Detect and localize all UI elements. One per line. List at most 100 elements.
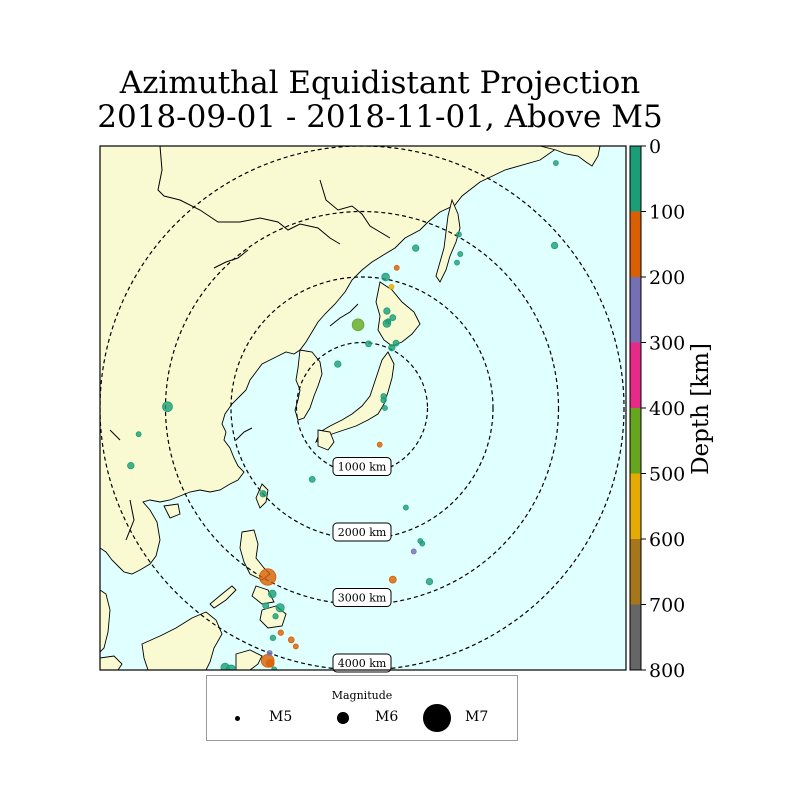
- landmasses: [100, 146, 601, 670]
- depth-colorbar: 0 100 200 300 400 500 600 700 800: [629, 136, 685, 682]
- range-ring-label: 4000 km: [338, 657, 387, 670]
- earthquake-markers: [127, 160, 559, 670]
- earthquake-marker: [457, 251, 464, 257]
- legend-label: M5: [269, 709, 293, 725]
- range-ring-label: 2000 km: [338, 526, 387, 539]
- earthquake-marker: [552, 160, 559, 166]
- earthquake-marker: [380, 397, 387, 404]
- earthquake-marker: [287, 636, 295, 644]
- land-sakhalin: [435, 198, 461, 283]
- colorbar-segment: [630, 211, 641, 278]
- earthquake-marker: [269, 634, 277, 642]
- land-hainan: [163, 503, 181, 519]
- title-line-1: Azimuthal Equidistant Projection: [119, 65, 641, 101]
- land-borneo: [141, 611, 223, 670]
- earthquake-marker: [292, 643, 299, 650]
- earthquake-marker: [334, 360, 342, 368]
- earthquake-marker: [383, 307, 391, 315]
- earthquake-marker: [127, 462, 135, 470]
- land-sulawesi: [235, 649, 263, 670]
- colorbar-segment: [630, 408, 641, 474]
- earthquake-marker: [220, 662, 230, 670]
- colorbar-tick-label: 800: [649, 660, 685, 682]
- range-ring: [295, 341, 429, 475]
- earthquake-marker: [410, 548, 417, 555]
- earthquake-marker: [385, 318, 392, 325]
- land-kyushu: [317, 429, 335, 451]
- colorbar-segment: [630, 277, 641, 343]
- earthquake-marker: [550, 241, 559, 250]
- legend-marker: [234, 715, 240, 721]
- land-kamchatka: [539, 146, 601, 167]
- range-ring-labels: 1000 km 2000 km 3000 km 4000 km: [332, 457, 392, 673]
- earthquake-marker: [389, 314, 397, 321]
- colorbar-label: Depth [km]: [688, 343, 714, 475]
- earthquake-marker: [275, 603, 285, 613]
- colorbar-tick-label: 700: [649, 595, 685, 617]
- range-ring-label-box: [332, 522, 392, 542]
- earthquake-marker: [262, 602, 270, 610]
- earthquake-marker: [162, 401, 173, 413]
- land-visayas: [251, 585, 275, 605]
- earthquake-marker: [393, 264, 400, 271]
- legend-title: Magnitude: [331, 689, 393, 702]
- colorbar-tick-label: 0: [649, 136, 661, 158]
- legend-marker: [337, 712, 349, 724]
- earthquake-marker: [388, 575, 397, 584]
- land-korea: [294, 349, 323, 421]
- land-palawan: [209, 585, 237, 609]
- range-ring-label-box: [332, 653, 392, 673]
- earthquake-marker: [425, 577, 434, 586]
- colorbar-tick-label: 400: [649, 398, 685, 420]
- earthquake-marker: [271, 666, 278, 670]
- earthquake-marker: [272, 613, 279, 620]
- earthquake-marker: [268, 589, 277, 599]
- range-ring-label-box: [332, 457, 392, 476]
- legend-marker: [423, 704, 451, 732]
- earthquake-marker: [266, 659, 275, 668]
- legend-label: M7: [465, 709, 489, 725]
- land-asia: [100, 146, 561, 575]
- earthquake-marker: [365, 340, 372, 348]
- earthquake-marker: [381, 272, 390, 282]
- land-hokkaido: [375, 281, 421, 347]
- title-line-2: 2018-09-01 - 2018-11-01, Above M5: [97, 99, 663, 135]
- earthquake-marker: [454, 259, 460, 266]
- land-indochina: [100, 589, 111, 653]
- range-ring-label-box: [332, 588, 392, 607]
- earthquake-marker: [351, 318, 365, 332]
- earthquake-marker: [392, 339, 400, 347]
- earthquake-marker: [266, 650, 273, 656]
- colorbar-segment: [630, 146, 641, 212]
- colorbar-tick-label: 100: [649, 202, 685, 224]
- earthquake-marker: [277, 629, 284, 636]
- earthquake-marker: [259, 568, 277, 586]
- range-ring-label: 3000 km: [338, 592, 387, 605]
- earthquake-marker: [135, 431, 142, 438]
- colorbar-segment: [630, 539, 641, 605]
- range-ring: [100, 146, 625, 670]
- earthquake-marker: [259, 490, 267, 498]
- earthquake-marker: [382, 405, 388, 411]
- earthquake-marker: [388, 344, 396, 352]
- earthquake-marker: [388, 283, 395, 290]
- earthquake-marker: [308, 476, 316, 483]
- colorbar-segment: [630, 473, 641, 540]
- map-frame: [99, 145, 627, 671]
- colorbar-tick-label: 500: [649, 464, 685, 486]
- range-ring-label: 1000 km: [338, 461, 387, 474]
- colorbar-segment: [630, 342, 641, 409]
- legend-label: M6: [375, 709, 399, 725]
- earthquake-marker: [376, 441, 383, 448]
- earthquake-marker: [412, 244, 420, 252]
- earthquake-marker: [402, 504, 409, 511]
- colorbar-segment: [630, 604, 641, 671]
- colorbar-tick-label: 300: [649, 333, 685, 355]
- map-title: Azimuthal Equidistant Projection 2018-09…: [60, 66, 700, 134]
- colorbar-tick-label: 600: [649, 529, 685, 551]
- colorbar-tick-label: 200: [649, 267, 685, 289]
- magnitude-legend: Magnitude M5 M6 M7: [206, 675, 518, 741]
- earthquake-marker: [419, 540, 426, 547]
- earthquake-marker: [456, 231, 462, 238]
